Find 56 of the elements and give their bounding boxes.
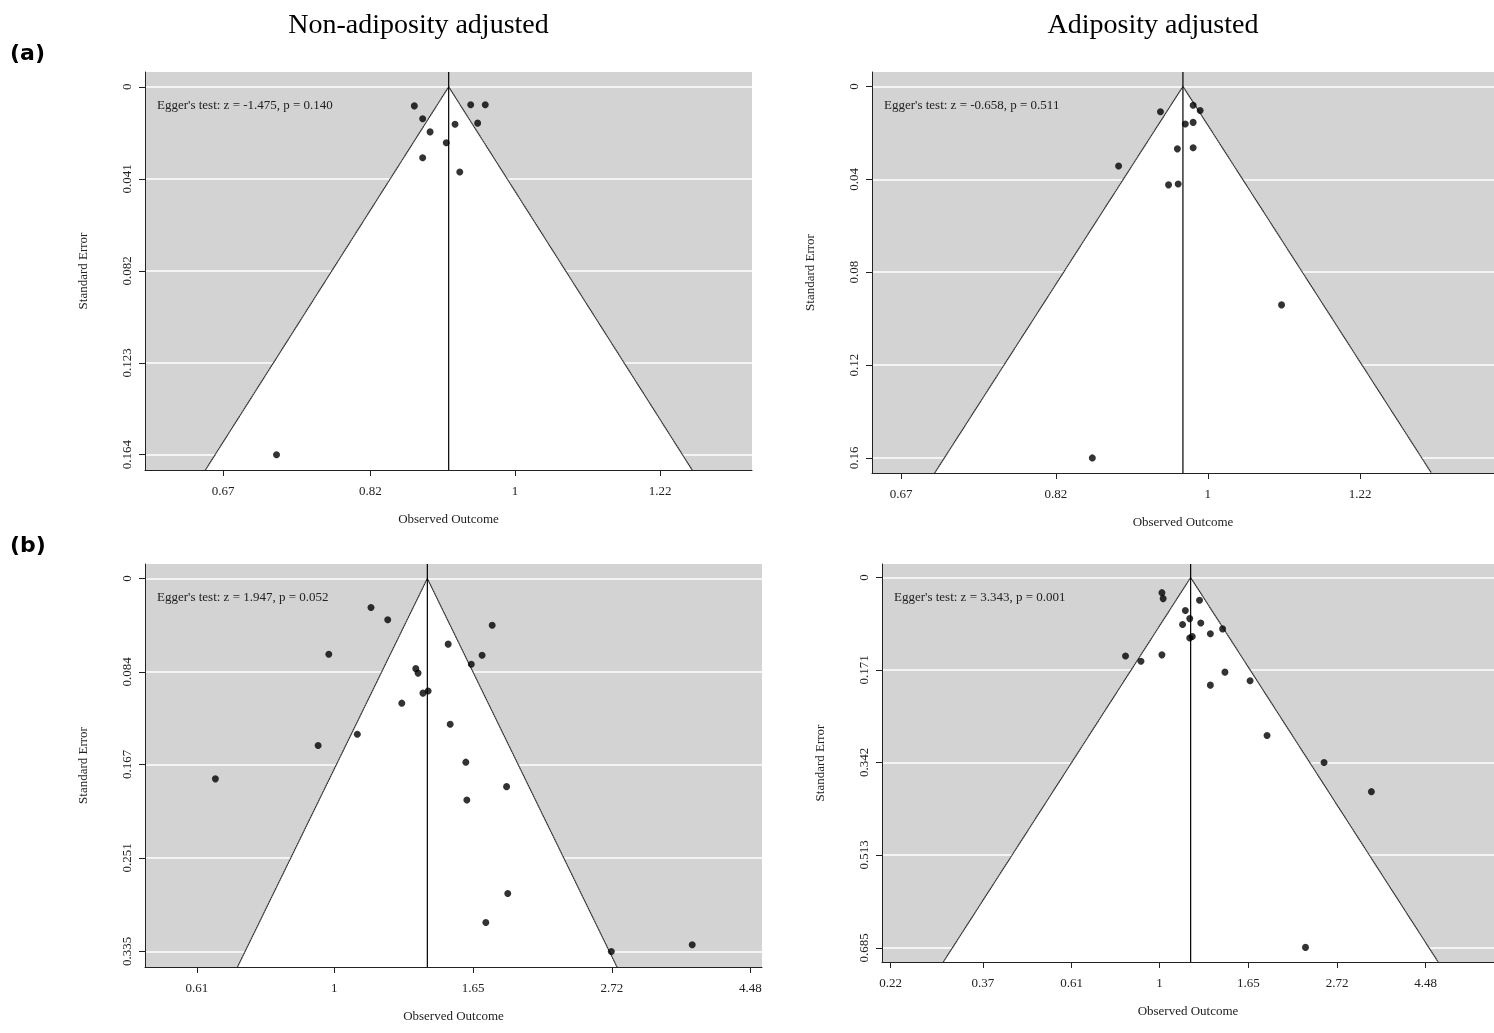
x-axis-title: Observed Outcome (403, 1008, 505, 1023)
chart-title: Non-adiposity adjusted (287, 8, 550, 40)
x-tick-label: 0.22 (879, 975, 902, 990)
y-tick-label: 0.513 (856, 840, 871, 870)
x-tick-label: 0.67 (211, 483, 235, 498)
y-tick-label: 0.12 (846, 353, 861, 377)
y-axis-title: Standard Error (75, 726, 90, 804)
y-tick-label: 0.685 (856, 933, 871, 963)
y-tick-label: 0.04 (846, 167, 861, 191)
y-tick-label: 0.167 (119, 749, 134, 780)
x-axis-title: Observed Outcome (398, 511, 500, 526)
y-tick-label: 0.084 (119, 656, 134, 687)
y-tick-label: 0.082 (119, 256, 134, 286)
chart-subtitle: (a) (10, 40, 45, 65)
annotation: Egger's test: z = -0.658, p = 0.511 (884, 97, 1060, 112)
y-tick-label: 0.335 (119, 936, 134, 967)
x-tick-label: 0.61 (185, 980, 209, 995)
y-tick-label: 0.041 (119, 164, 134, 194)
y-tick-label: 0.164 (119, 439, 134, 470)
x-tick-label: 1.22 (648, 483, 672, 498)
x-tick-label: 2.72 (1325, 975, 1349, 990)
y-axis-title: Standard Error (75, 231, 90, 310)
y-axis-title: Standard Error (802, 233, 817, 311)
y-tick-label: 0 (119, 575, 134, 582)
x-tick-label: 0.82 (358, 483, 382, 498)
x-tick-label: 0.61 (1060, 975, 1084, 990)
x-tick-label: 2.72 (600, 980, 624, 995)
x-tick-label: 1.65 (1237, 975, 1260, 990)
x-axis-title: Observed Outcome (1132, 514, 1234, 529)
y-tick-label: 0.342 (856, 747, 871, 778)
y-tick-label: 0.123 (119, 348, 134, 378)
annotation: Egger's test: z = 1.947, p = 0.052 (157, 589, 329, 604)
y-tick-label: 0.171 (856, 655, 871, 685)
y-tick-label: 0.08 (846, 260, 861, 284)
chart-subtitle: (b) (10, 532, 46, 557)
y-tick-label: 0 (119, 83, 134, 91)
x-tick-label: 1.65 (461, 980, 485, 995)
annotation: Egger's test: z = 3.343, p = 0.001 (894, 589, 1066, 604)
x-tick-label: 1 (1204, 486, 1212, 501)
annotation: Egger's test: z = -1.475, p = 0.140 (157, 97, 333, 112)
x-tick-label: 4.48 (1414, 975, 1438, 990)
x-tick-label: 1.22 (1348, 486, 1372, 501)
y-tick-label: 0 (846, 83, 861, 90)
y-axis-title: Standard Error (812, 723, 827, 802)
y-tick-label: 0 (856, 574, 871, 581)
x-tick-label: 0.82 (1044, 486, 1068, 501)
x-axis-title: Observed Outcome (1137, 1003, 1239, 1018)
x-tick-label: 0.37 (971, 975, 995, 990)
x-tick-label: 1 (330, 980, 338, 995)
chart-title: Adiposity adjusted (1046, 8, 1260, 40)
x-tick-label: 1 (1156, 975, 1163, 990)
x-tick-label: 1 (511, 483, 519, 498)
y-tick-label: 0.16 (846, 446, 861, 470)
x-tick-label: 0.67 (889, 486, 913, 501)
y-tick-label: 0.251 (119, 843, 134, 873)
x-tick-label: 4.48 (739, 980, 762, 995)
